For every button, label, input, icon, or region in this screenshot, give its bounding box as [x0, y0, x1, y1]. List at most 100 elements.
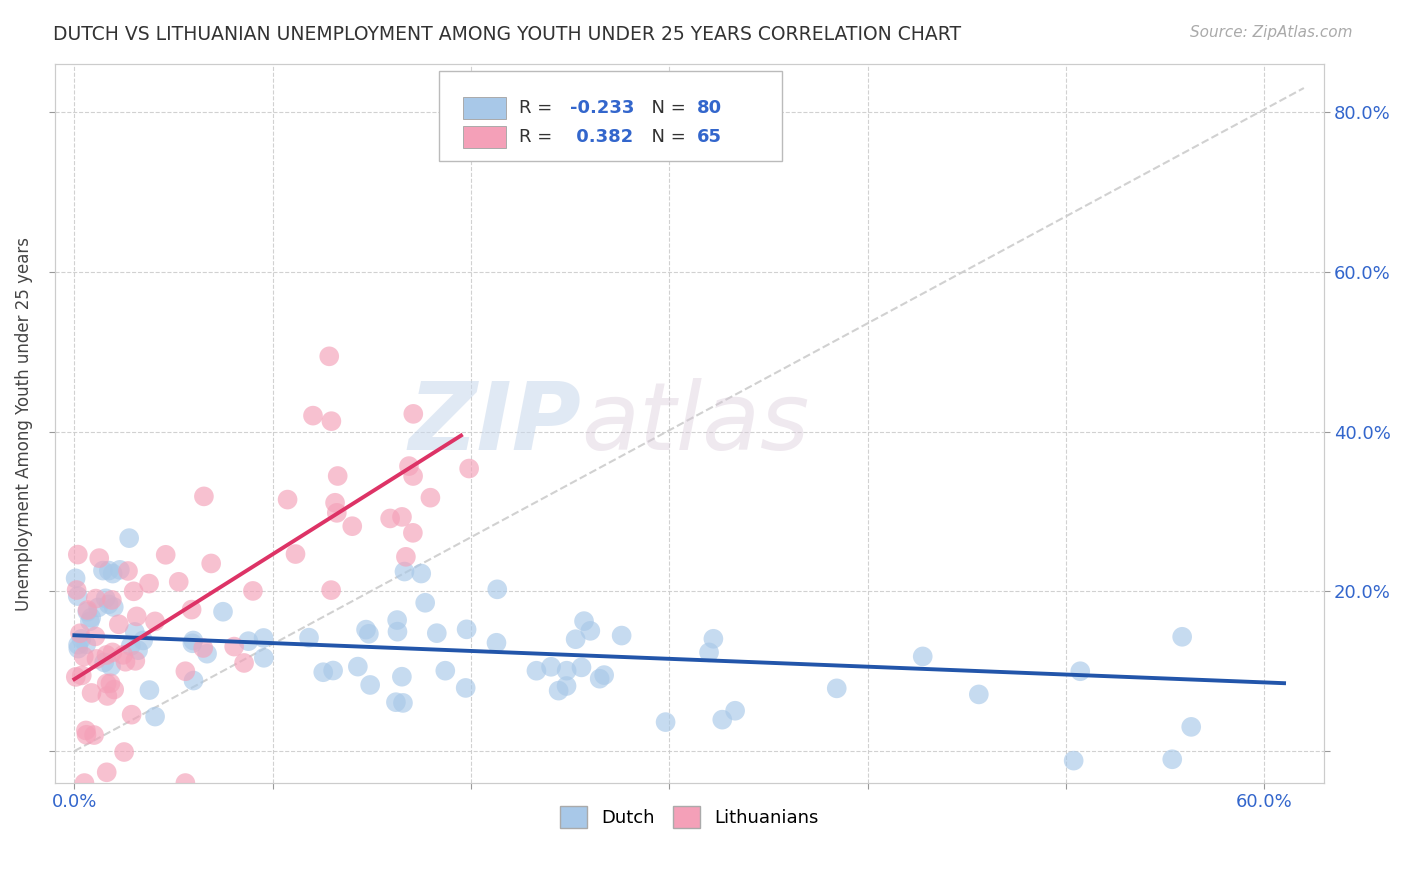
Point: [80, 610, 103, 624]
Point: [434, 664, 457, 678]
Point: [112, 745, 135, 759]
Point: [84, 629, 107, 643]
Point: [911, 649, 934, 664]
Point: [66, 548, 89, 562]
Point: [347, 659, 370, 673]
Point: [564, 632, 586, 647]
Point: [326, 506, 349, 520]
Point: [75, 637, 97, 651]
Point: [101, 645, 124, 659]
Point: [357, 626, 380, 640]
Point: [1171, 630, 1194, 644]
Point: [394, 565, 416, 579]
Point: [385, 613, 408, 627]
Bar: [463, 126, 506, 148]
Point: [101, 593, 124, 607]
Point: [79, 615, 101, 629]
Point: [825, 681, 848, 696]
Point: [242, 583, 264, 598]
Point: [359, 678, 381, 692]
Point: [354, 623, 377, 637]
Point: [75, 728, 97, 742]
Point: [323, 496, 346, 510]
Point: [73, 649, 96, 664]
Point: [122, 584, 145, 599]
Point: [654, 715, 676, 730]
Point: [124, 624, 146, 639]
Point: [593, 668, 616, 682]
Point: [167, 574, 190, 589]
Point: [589, 672, 612, 686]
Point: [94, 591, 117, 606]
Point: [108, 563, 131, 577]
Point: [454, 681, 477, 695]
Point: [124, 654, 146, 668]
Point: [711, 713, 734, 727]
Point: [65, 670, 87, 684]
Point: [411, 566, 433, 581]
Point: [458, 461, 481, 475]
Point: [402, 525, 425, 540]
Point: [73, 776, 96, 790]
Point: [1161, 752, 1184, 766]
Text: 80: 80: [697, 99, 721, 117]
Point: [127, 643, 149, 657]
Point: [143, 615, 166, 629]
Point: [391, 509, 413, 524]
Point: [526, 664, 548, 678]
Point: [312, 665, 335, 680]
Text: R =: R =: [519, 99, 558, 117]
Point: [117, 564, 139, 578]
Point: [70, 668, 93, 682]
Point: [86, 652, 108, 666]
Y-axis label: Unemployment Among Youth under 25 years: Unemployment Among Youth under 25 years: [15, 236, 32, 610]
Point: [385, 695, 408, 709]
Point: [181, 636, 204, 650]
Point: [70, 632, 93, 646]
Point: [97, 564, 120, 578]
Text: 65: 65: [697, 128, 721, 146]
Point: [112, 648, 135, 662]
Point: [967, 687, 990, 701]
Point: [321, 583, 343, 598]
Point: [413, 596, 436, 610]
Point: [253, 650, 276, 665]
Point: [387, 624, 409, 639]
Point: [378, 511, 401, 525]
Point: [252, 631, 274, 645]
Point: [93, 656, 115, 670]
Point: [485, 636, 508, 650]
Point: [555, 664, 578, 678]
Point: [180, 602, 202, 616]
Point: [100, 676, 122, 690]
Point: [138, 683, 160, 698]
Text: N =: N =: [640, 128, 692, 146]
Point: [69, 626, 91, 640]
Point: [697, 645, 720, 659]
Text: Source: ZipAtlas.com: Source: ZipAtlas.com: [1189, 25, 1353, 40]
Point: [183, 673, 205, 688]
Point: [120, 639, 142, 653]
Point: [83, 728, 105, 742]
Point: [326, 469, 349, 483]
Point: [96, 676, 118, 690]
Point: [1069, 665, 1091, 679]
Point: [66, 589, 89, 603]
Text: N =: N =: [640, 99, 692, 117]
Point: [233, 656, 256, 670]
FancyBboxPatch shape: [439, 71, 782, 161]
Point: [121, 707, 143, 722]
Point: [65, 571, 87, 585]
Point: [75, 723, 97, 738]
Point: [321, 414, 343, 428]
Point: [132, 633, 155, 648]
Point: [555, 679, 578, 693]
Point: [238, 634, 260, 648]
Point: [96, 765, 118, 780]
Text: -0.233: -0.233: [569, 99, 634, 117]
Point: [419, 491, 441, 505]
Point: [101, 566, 124, 581]
Point: [174, 776, 197, 790]
Point: [138, 576, 160, 591]
Point: [67, 641, 90, 656]
